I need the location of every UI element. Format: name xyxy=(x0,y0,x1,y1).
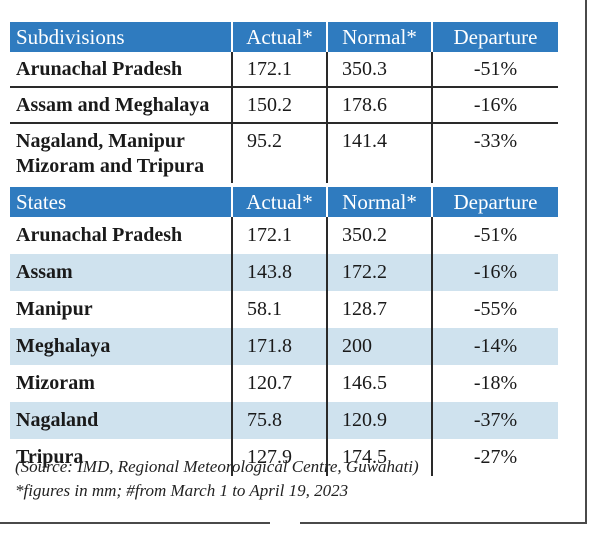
states-header-row: States Actual* Normal* Departure xyxy=(10,187,558,217)
column-header-normal: Normal* xyxy=(326,22,432,52)
table-row: Mizoram 120.7 146.5 -18% xyxy=(10,365,558,402)
name-cell: Assam xyxy=(10,254,232,291)
departure-cell: -14% xyxy=(431,328,558,365)
table-row: Arunachal Pradesh 172.1 350.3 -51% xyxy=(10,52,558,88)
name-cell: Nagaland xyxy=(10,402,232,439)
actual-cell: 172.1 xyxy=(231,217,327,254)
column-header-departure: Departure xyxy=(431,22,558,52)
name-cell: Nagaland, Manipur Mizoram and Tripura xyxy=(16,130,205,177)
departure-cell: -51% xyxy=(431,52,558,88)
name-cell: Arunachal Pradesh xyxy=(16,224,183,246)
column-header-actual: Actual* xyxy=(231,22,327,52)
column-header-states: States xyxy=(10,187,232,217)
actual-cell: 127.9 xyxy=(231,439,327,476)
table-row: Assam and Meghalaya 150.2 178.6 -16% xyxy=(10,87,558,124)
actual-cell: 58.1 xyxy=(231,291,327,328)
name-cell: Manipur xyxy=(16,298,93,320)
actual-cell: 171.8 xyxy=(231,328,327,365)
frame-right-border xyxy=(585,0,587,524)
table-row: Nagaland, Manipur Mizoram and Tripura 95.… xyxy=(10,123,558,183)
departure-cell: -27% xyxy=(431,439,558,476)
actual-cell: 75.8 xyxy=(231,402,327,439)
departure-cell: -16% xyxy=(431,254,558,291)
normal-cell: 146.5 xyxy=(326,365,432,402)
table-row: Meghalaya 171.8 200 -14% xyxy=(10,328,558,365)
units-footnote: *figures in mm; #from March 1 to April 1… xyxy=(15,481,349,500)
frame-bottom-border-right xyxy=(300,522,587,524)
actual-cell: 143.8 xyxy=(231,254,327,291)
normal-cell: 178.6 xyxy=(326,87,432,124)
table-row: Nagaland 75.8 120.9 -37% xyxy=(10,402,558,439)
name-cell: Meghalaya xyxy=(10,328,232,365)
frame-bottom-border-left xyxy=(0,522,270,524)
name-cell: Assam and Meghalaya xyxy=(10,87,232,124)
normal-cell: 350.2 xyxy=(326,217,432,254)
departure-cell: -16% xyxy=(431,87,558,124)
table-row: Manipur 58.1 128.7 -55% xyxy=(10,291,558,328)
column-header-departure: Departure xyxy=(431,187,558,217)
normal-cell: 200 xyxy=(326,328,432,365)
departure-cell: -33% xyxy=(431,123,558,183)
actual-cell: 172.1 xyxy=(231,52,327,88)
subdivisions-header-row: Subdivisions Actual* Normal* Departure xyxy=(10,22,558,52)
source-note: (Source: IMD, Regional Meteorological Ce… xyxy=(15,457,419,476)
name-cell: Arunachal Pradesh xyxy=(10,52,232,88)
departure-cell: -55% xyxy=(431,291,558,328)
actual-cell: 150.2 xyxy=(231,87,327,124)
notes: (Source: IMD, Regional Meteorological Ce… xyxy=(15,455,575,503)
normal-cell: 172.2 xyxy=(326,254,432,291)
column-header-normal: Normal* xyxy=(326,187,432,217)
departure-cell: -18% xyxy=(431,365,558,402)
actual-cell: 95.2 xyxy=(231,123,327,183)
normal-cell: 174.5 xyxy=(326,439,432,476)
name-cell: Mizoram xyxy=(16,372,95,394)
actual-cell: 120.7 xyxy=(231,365,327,402)
normal-cell: 128.7 xyxy=(326,291,432,328)
departure-cell: -51% xyxy=(431,217,558,254)
departure-cell: -37% xyxy=(431,402,558,439)
name-cell: Tripura xyxy=(16,446,84,468)
states-table: States Actual* Normal* Departure Arunach… xyxy=(10,187,558,476)
column-header-actual: Actual* xyxy=(231,187,327,217)
table-row: Arunachal Pradesh 172.1 350.2 -51% xyxy=(10,217,558,254)
normal-cell: 350.3 xyxy=(326,52,432,88)
table-row: Tripura 127.9 174.5 -27% xyxy=(10,439,558,476)
normal-cell: 120.9 xyxy=(326,402,432,439)
column-header-subdivisions: Subdivisions xyxy=(10,22,232,52)
subdivisions-table: Subdivisions Actual* Normal* Departure A… xyxy=(10,22,558,183)
normal-cell: 141.4 xyxy=(326,123,432,183)
table-row: Assam 143.8 172.2 -16% xyxy=(10,254,558,291)
